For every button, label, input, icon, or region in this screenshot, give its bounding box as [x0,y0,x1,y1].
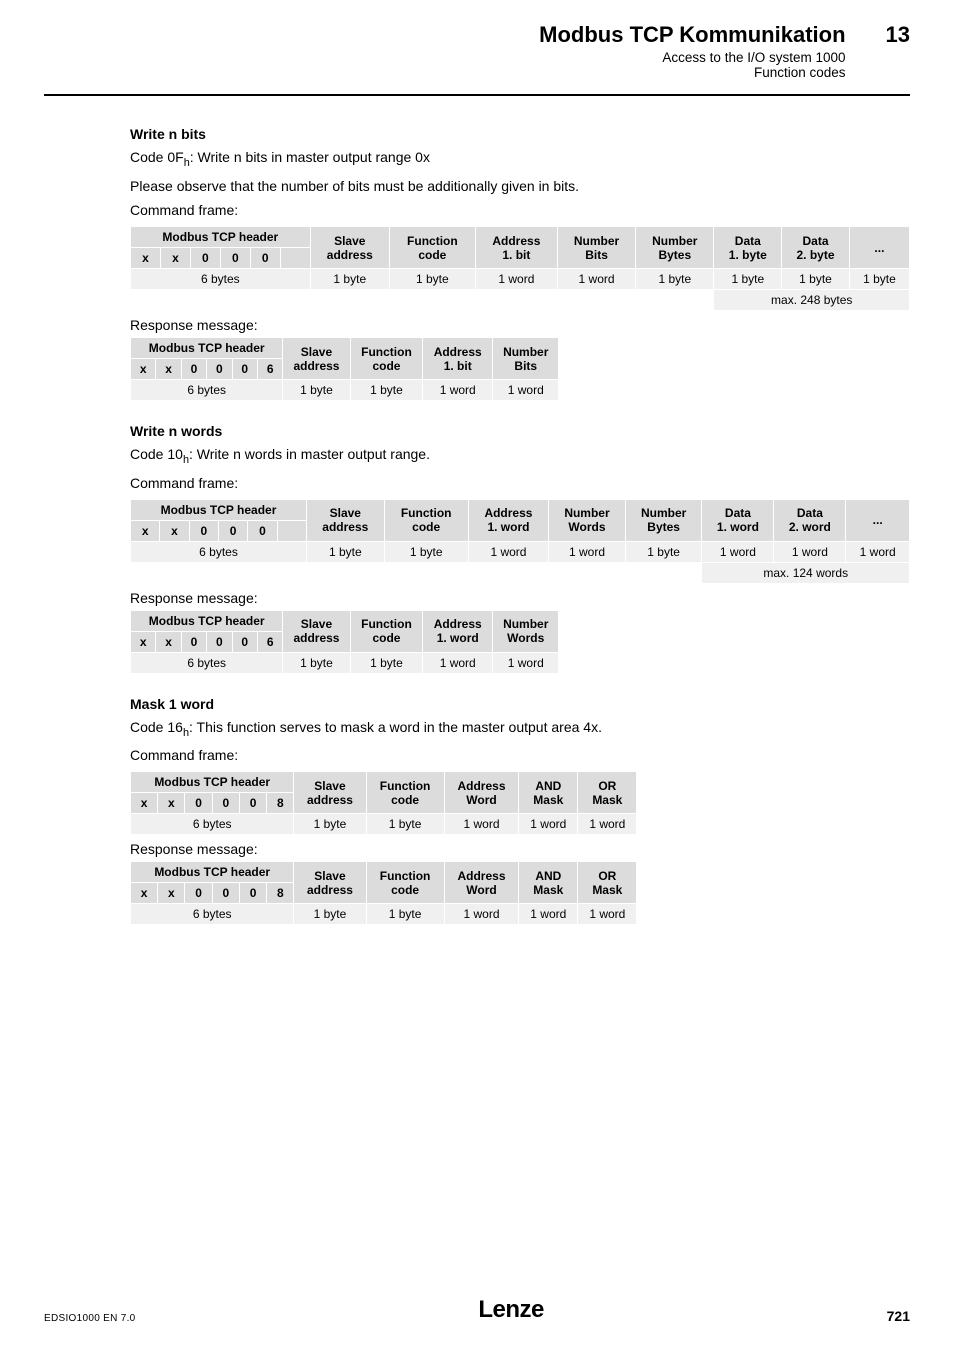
write-n-words-cmd-label: Command frame: [130,474,910,493]
section-title-write-n-words: Write n words [130,423,910,439]
write-n-bits-cmd-label: Command frame: [130,201,910,220]
section-title-write-n-bits: Write n bits [130,126,910,142]
mask-1-word-cmd-table: Modbus TCP header Slaveaddress Functionc… [130,771,910,835]
footer-page-number: 721 [887,1308,910,1324]
write-n-bits-resp-label: Response message: [130,317,910,333]
page-title: Modbus TCP Kommunikation [539,22,845,48]
table-row: max. 248 bytes [131,290,910,311]
table-row: 6 bytes 1 byte 1 byte 1 word 1 word 1 by… [131,269,910,290]
table-row: 6 bytes 1 byte 1 byte 1 word 1 word [131,652,910,673]
footer-brand: Lenze [478,1296,544,1324]
mask-1-word-cmd-label: Command frame: [130,746,910,765]
write-n-bits-desc-1: Code 0Fh: Write n bits in master output … [130,148,910,171]
write-n-words-resp-label: Response message: [130,590,910,606]
page-footer: EDSIO1000 EN 7.0 Lenze 721 [44,1296,910,1324]
table-row: 6 bytes 1 byte 1 byte 1 word 1 word 1 wo… [131,904,910,925]
page-subsubtitle: Function codes [539,65,845,80]
write-n-bits-cmd-table: Modbus TCP header Slaveaddress Functionc… [130,226,910,311]
table-row: max. 124 words [131,562,910,583]
page-header: Modbus TCP Kommunikation Access to the I… [0,0,954,86]
table-row: 6 bytes 1 byte 1 byte 1 word 1 word 1 by… [131,541,910,562]
mask-1-word-resp-label: Response message: [130,841,910,857]
section-title-mask-1-word: Mask 1 word [130,696,910,712]
write-n-words-resp-table: Modbus TCP header Slaveaddress Functionc… [130,610,910,674]
page-subtitle: Access to the I/O system 1000 [539,50,845,65]
write-n-bits-desc-2: Please observe that the number of bits m… [130,177,910,196]
content-area: Write n bits Code 0Fh: Write n bits in m… [0,96,954,925]
mask-1-word-desc: Code 16h: This function serves to mask a… [130,718,910,741]
footer-doc-id: EDSIO1000 EN 7.0 [44,1313,136,1324]
table-row: 6 bytes 1 byte 1 byte 1 word 1 word 1 wo… [131,814,910,835]
write-n-words-desc: Code 10h: Write n words in master output… [130,445,910,468]
table-row: 6 bytes 1 byte 1 byte 1 word 1 word [131,380,910,401]
chapter-number: 13 [886,22,910,48]
write-n-words-cmd-table: Modbus TCP header Slaveaddress Functionc… [130,499,910,584]
write-n-bits-resp-table: Modbus TCP header Slaveaddress Functionc… [130,337,910,401]
mask-1-word-resp-table: Modbus TCP header Slaveaddress Functionc… [130,861,910,925]
